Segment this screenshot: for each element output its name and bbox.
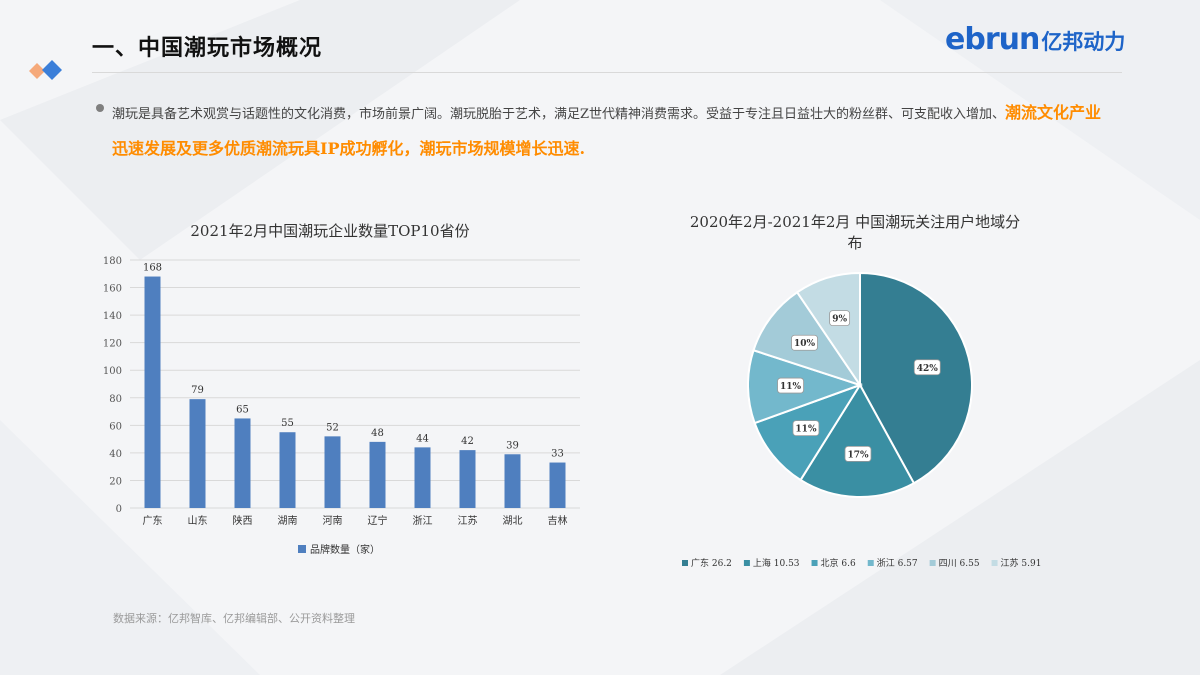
bar	[459, 450, 476, 508]
intro-text: 潮玩是具备艺术观赏与话题性的文化消费，市场前景广阔。潮玩脱胎于艺术，满足Z世代精…	[112, 107, 1006, 122]
bar-chart: 0 20 40 60 80 100 120 140 160 180 168 广东 79 山东 65 陕西 55 湖…	[103, 256, 580, 556]
pie-data-label: 11%	[777, 377, 804, 394]
bar	[369, 441, 386, 508]
y-tick-label: 120	[103, 339, 122, 350]
bar	[549, 462, 566, 508]
x-tick-label: 湖南	[278, 514, 298, 527]
intro-paragraph: 潮玩是具备艺术观赏与话题性的文化消费，市场前景广阔。潮玩脱胎于艺术，满足Z世代精…	[112, 96, 1102, 168]
pie-data-label: 42%	[913, 359, 941, 376]
header-divider	[92, 72, 1122, 73]
bar-data-label: 65	[236, 404, 249, 415]
pie-legend-label: 浙江 6.57	[877, 557, 918, 569]
bar-data-label: 42	[461, 436, 474, 447]
bar	[234, 418, 251, 508]
x-tick-label: 江苏	[458, 514, 478, 527]
y-tick-label: 180	[103, 256, 122, 267]
svg-text:11%: 11%	[780, 382, 802, 392]
bar-chart-title: 2021年2月中国潮玩企业数量TOP10省份	[190, 222, 470, 240]
bar-data-label: 48	[371, 428, 384, 439]
pie-legend-label: 北京 6.6	[821, 557, 856, 569]
bar-data-label: 39	[506, 440, 519, 451]
pie-legend-swatch	[991, 560, 998, 566]
pie-data-label: 9%	[829, 310, 851, 327]
pie-data-label: 11%	[792, 420, 820, 437]
bar	[324, 436, 341, 508]
legend-swatch	[298, 545, 306, 553]
logo-cn-text: 亿邦动力	[1041, 30, 1126, 54]
bar	[504, 454, 521, 508]
pie-slice	[799, 383, 916, 498]
pie-data-label: 10%	[791, 334, 818, 351]
bar	[189, 399, 206, 508]
pie-chart: 42% 17% 11% 11% 10% 9% 广东 26.2 上海 10.53 北京 6.6 浙江…	[682, 271, 1042, 569]
bar-data-label: 52	[326, 422, 339, 433]
pie-chart-title-line2: 布	[847, 234, 863, 252]
x-tick-label: 湖北	[503, 515, 523, 527]
svg-text:42%: 42%	[917, 364, 939, 374]
x-tick-label: 陕西	[233, 514, 253, 527]
pie-slice	[859, 271, 973, 485]
y-tick-label: 20	[109, 476, 122, 487]
intro-highlight: 潮流文化产业迅速发展及更多优质潮流玩具IP成功孵化，潮玩市场规模增长迅速	[112, 103, 1102, 158]
logo-en-text: ebrun	[945, 22, 1040, 57]
bar-data-label: 79	[191, 385, 204, 396]
y-tick-label: 0	[116, 504, 122, 515]
svg-text:11%: 11%	[795, 425, 817, 435]
x-tick-label: 吉林	[548, 514, 568, 527]
pie-legend-swatch	[811, 560, 818, 566]
bar-data-label: 168	[143, 263, 162, 274]
y-tick-label: 140	[103, 311, 122, 322]
pie-legend-swatch	[743, 560, 750, 566]
pie-chart-title: 2020年2月-2021年2月 中国潮玩关注用户地域分 布	[640, 212, 1070, 254]
pie-legend-swatch	[867, 560, 874, 566]
pie-legend-label: 江苏 5.91	[1001, 557, 1042, 569]
bar	[144, 276, 161, 508]
bar	[279, 432, 296, 508]
x-tick-label: 辽宁	[368, 514, 388, 527]
y-tick-label: 80	[109, 394, 122, 405]
pie-legend-swatch	[682, 560, 688, 566]
pie-legend-label: 四川 6.55	[939, 559, 980, 569]
bar-data-label: 44	[416, 433, 429, 444]
bar-data-label: 55	[281, 418, 294, 429]
pie-data-label: 17%	[844, 446, 872, 462]
bullet-dot-icon	[96, 104, 104, 112]
x-tick-label: 山东	[188, 514, 208, 527]
y-tick-label: 40	[109, 449, 122, 460]
pie-chart-title-line1: 2020年2月-2021年2月 中国潮玩关注用户地域分	[689, 213, 1021, 231]
page-title: 一、中国潮玩市场概况	[92, 36, 323, 61]
x-tick-label: 广东	[143, 514, 163, 527]
y-tick-label: 160	[103, 284, 122, 295]
x-tick-label: 河南	[323, 514, 343, 527]
bar-data-label: 33	[551, 449, 564, 460]
pie-legend-label: 广东 26.2	[691, 557, 732, 569]
y-tick-label: 100	[103, 366, 122, 377]
svg-text:10%: 10%	[794, 339, 816, 349]
pie-slice	[795, 271, 861, 389]
pie-legend-label: 上海 10.53	[753, 557, 800, 569]
pie-slice	[747, 349, 864, 425]
intro-end: .	[579, 139, 586, 158]
data-source: 数据来源：亿邦智库、亿邦编辑部、公开资料整理	[113, 612, 355, 625]
legend-label: 品牌数量（家）	[310, 543, 380, 556]
diamond-decoration-icon	[29, 60, 62, 80]
x-tick-label: 浙江	[413, 515, 433, 527]
svg-text:9%: 9%	[832, 315, 847, 325]
pie-legend-swatch	[929, 560, 936, 566]
svg-text:17%: 17%	[847, 450, 869, 460]
bar	[414, 447, 431, 508]
y-tick-label: 60	[109, 421, 122, 432]
ebrun-logo: ebrun 亿邦动力	[945, 22, 1125, 58]
